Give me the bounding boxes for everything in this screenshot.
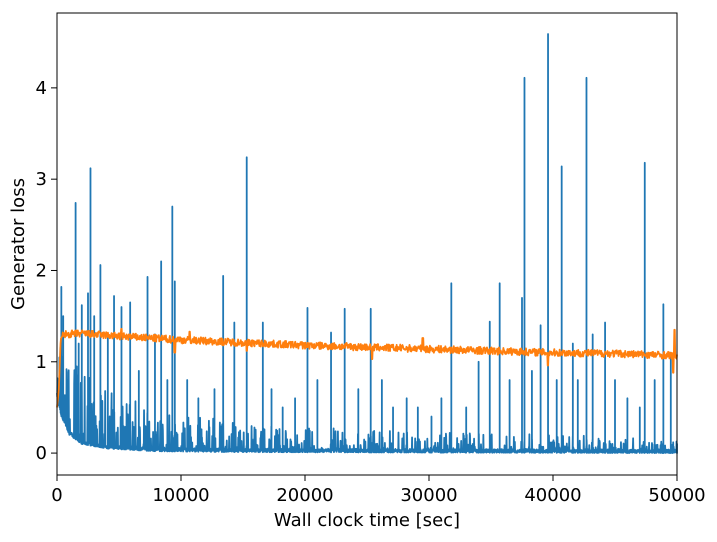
series-line-blue (56, 33, 678, 454)
y-tick-label: 0 (36, 443, 47, 464)
y-tick-label: 2 (36, 260, 47, 281)
y-tick-label: 1 (36, 352, 47, 373)
y-axis: 0 1 2 3 4 (36, 78, 57, 464)
x-tick-label: 0 (51, 485, 62, 506)
x-tick-label: 50000 (648, 485, 705, 506)
y-axis-label: Generator loss (8, 178, 29, 310)
x-tick-label: 30000 (400, 485, 457, 506)
y-tick-label: 4 (36, 78, 47, 99)
series-layer (56, 33, 678, 454)
x-axis: 0 10000 20000 30000 40000 50000 (51, 475, 706, 506)
series-line-orange (56, 328, 678, 408)
plot-frame (56, 12, 678, 476)
x-tick-label: 10000 (152, 485, 209, 506)
x-axis-label: Wall clock time [sec] (274, 510, 460, 531)
plot-area (57, 13, 677, 475)
x-tick-label: 40000 (524, 485, 581, 506)
x-tick-label: 20000 (276, 485, 333, 506)
y-tick-label: 3 (36, 169, 47, 190)
